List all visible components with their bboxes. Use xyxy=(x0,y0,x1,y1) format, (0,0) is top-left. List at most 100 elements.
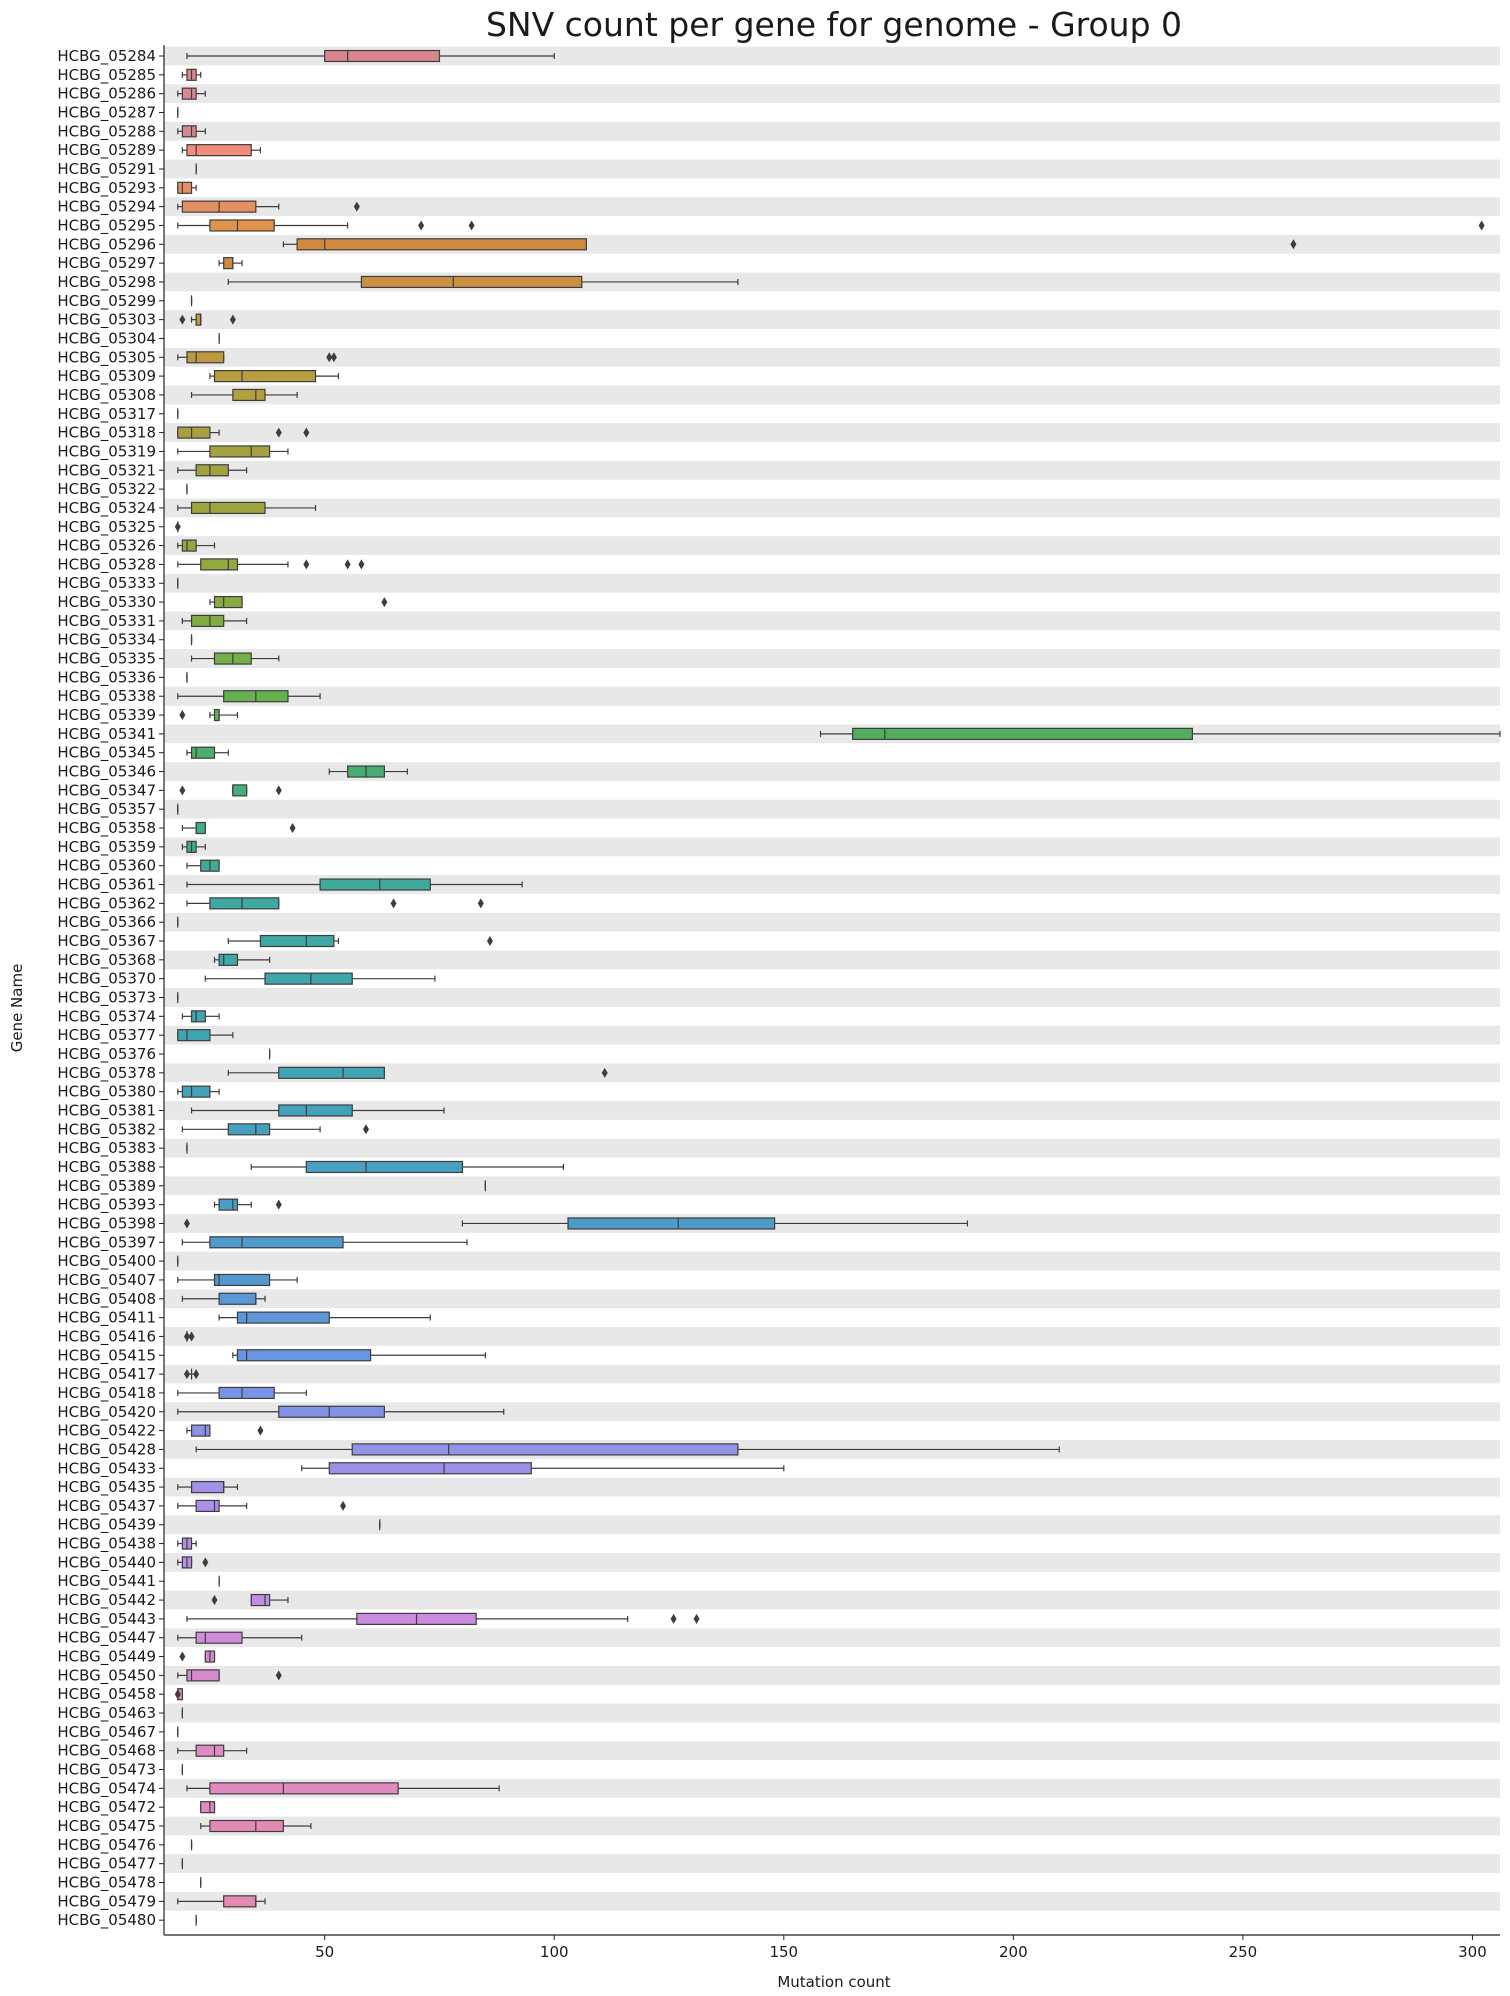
y-tick-label: HCBG_05398 xyxy=(57,1214,156,1233)
box-iqr xyxy=(195,1499,220,1513)
box-iqr xyxy=(186,144,252,157)
y-tick-label: HCBG_05361 xyxy=(57,876,156,895)
row-band xyxy=(164,460,1500,480)
outlier-point xyxy=(1290,239,1297,250)
y-tick-label: HCBG_05345 xyxy=(57,744,156,763)
y-tick-label: HCBG_05346 xyxy=(57,763,156,782)
y-tick-label: HCBG_05383 xyxy=(57,1139,156,1158)
box-HCBG_05382 xyxy=(181,1123,370,1136)
box-HCBG_05370 xyxy=(204,972,436,985)
outlier-point xyxy=(390,898,397,909)
box-iqr xyxy=(181,87,197,100)
box-iqr xyxy=(218,1386,275,1400)
y-tick-label: HCBG_05334 xyxy=(57,631,156,650)
outlier-point xyxy=(275,1670,282,1681)
box-iqr xyxy=(186,351,225,364)
box-iqr xyxy=(200,1801,216,1814)
outlier-point xyxy=(326,352,333,363)
y-tick-label: HCBG_05330 xyxy=(57,593,156,612)
y-tick-label: HCBG_05359 xyxy=(57,838,156,857)
y-tick-label: HCBG_05347 xyxy=(57,781,156,800)
box-HCBG_05449 xyxy=(179,1650,216,1663)
box-HCBG_05305 xyxy=(177,351,337,364)
outlier-point xyxy=(188,1331,195,1342)
box-HCBG_05435 xyxy=(177,1480,239,1494)
y-tick-label: HCBG_05417 xyxy=(57,1365,156,1384)
outlier-point xyxy=(183,1218,190,1229)
outlier-point xyxy=(363,1124,370,1135)
y-tick-label: HCBG_05400 xyxy=(57,1252,156,1271)
y-tick-label: HCBG_05289 xyxy=(57,141,156,160)
box-iqr xyxy=(324,49,441,63)
row-band xyxy=(164,1816,1500,1836)
y-tick-label: HCBG_05480 xyxy=(57,1911,156,1930)
y-tick-label: HCBG_05287 xyxy=(57,103,156,122)
box-HCBG_05438 xyxy=(177,1537,197,1550)
box-iqr xyxy=(305,1160,464,1174)
box-iqr xyxy=(236,1349,372,1362)
y-tick-label: HCBG_05478 xyxy=(57,1874,156,1893)
row-band xyxy=(164,799,1500,819)
box-HCBG_05297 xyxy=(218,257,243,270)
y-tick-label: HCBG_05293 xyxy=(57,179,156,198)
y-tick-label: HCBG_05291 xyxy=(57,160,156,179)
box-iqr xyxy=(218,1198,239,1211)
box-iqr xyxy=(190,1010,206,1023)
box-HCBG_05319 xyxy=(177,445,289,458)
box-iqr xyxy=(360,275,583,289)
box-HCBG_05347 xyxy=(179,784,282,797)
box-HCBG_05295 xyxy=(177,219,1485,232)
y-tick-label: HCBG_05442 xyxy=(57,1591,156,1610)
y-tick-label: HCBG_05298 xyxy=(57,273,156,292)
outlier-point xyxy=(358,559,365,570)
y-tick-label: HCBG_05411 xyxy=(57,1309,156,1328)
box-series xyxy=(174,49,1501,1926)
y-tick-label: HCBG_05428 xyxy=(57,1440,156,1459)
row-band xyxy=(164,1590,1500,1610)
row-band xyxy=(164,762,1500,781)
box-iqr xyxy=(213,595,243,609)
y-tick-label: HCBG_05479 xyxy=(57,1892,156,1911)
outlier-point xyxy=(289,823,296,834)
y-tick-label: HCBG_05295 xyxy=(57,216,156,235)
row-band xyxy=(164,46,1500,66)
row-band xyxy=(164,611,1500,631)
row-band xyxy=(164,1552,1500,1572)
box-iqr xyxy=(177,426,211,439)
y-tick-label: HCBG_05450 xyxy=(57,1666,156,1685)
y-tick-label: HCBG_05435 xyxy=(57,1478,156,1497)
outlier-point xyxy=(468,220,475,231)
box-iqr xyxy=(190,614,225,628)
box-HCBG_05415 xyxy=(232,1349,486,1362)
y-tick-label: HCBG_05338 xyxy=(57,687,156,706)
y-tick-label: HCBG_05362 xyxy=(57,894,156,913)
y-tick-label: HCBG_05438 xyxy=(57,1535,156,1554)
x-tick-label: 150 xyxy=(769,1943,798,1961)
box-iqr xyxy=(218,953,239,966)
box-HCBG_05289 xyxy=(181,144,262,157)
box-HCBG_05450 xyxy=(177,1669,282,1682)
chart-title: SNV count per gene for genome - Group 0 xyxy=(486,5,1182,44)
row-band xyxy=(164,988,1500,1007)
box-HCBG_05338 xyxy=(177,690,321,703)
row-band xyxy=(164,1891,1500,1911)
row-band xyxy=(164,498,1500,518)
row-band xyxy=(164,1628,1500,1648)
y-tick-label: HCBG_05285 xyxy=(57,66,156,85)
outlier-point xyxy=(693,1613,700,1624)
outlier-point xyxy=(477,898,484,909)
box-HCBG_05303 xyxy=(179,313,236,326)
y-tick-label: HCBG_05288 xyxy=(57,122,156,141)
outlier-point xyxy=(1478,220,1485,231)
box-iqr xyxy=(567,1217,776,1230)
y-tick-label: HCBG_05370 xyxy=(57,970,156,989)
box-iqr xyxy=(250,1593,271,1607)
row-band xyxy=(164,1289,1500,1309)
y-tick-label: HCBG_05336 xyxy=(57,668,156,687)
y-tick-label: HCBG_05437 xyxy=(57,1497,156,1516)
y-tick-label: HCBG_05357 xyxy=(57,800,156,819)
box-iqr xyxy=(190,746,216,759)
y-axis-label: Gene Name xyxy=(8,964,26,1053)
y-tick-label: HCBG_05303 xyxy=(57,311,156,330)
box-HCBG_05326 xyxy=(177,539,216,552)
